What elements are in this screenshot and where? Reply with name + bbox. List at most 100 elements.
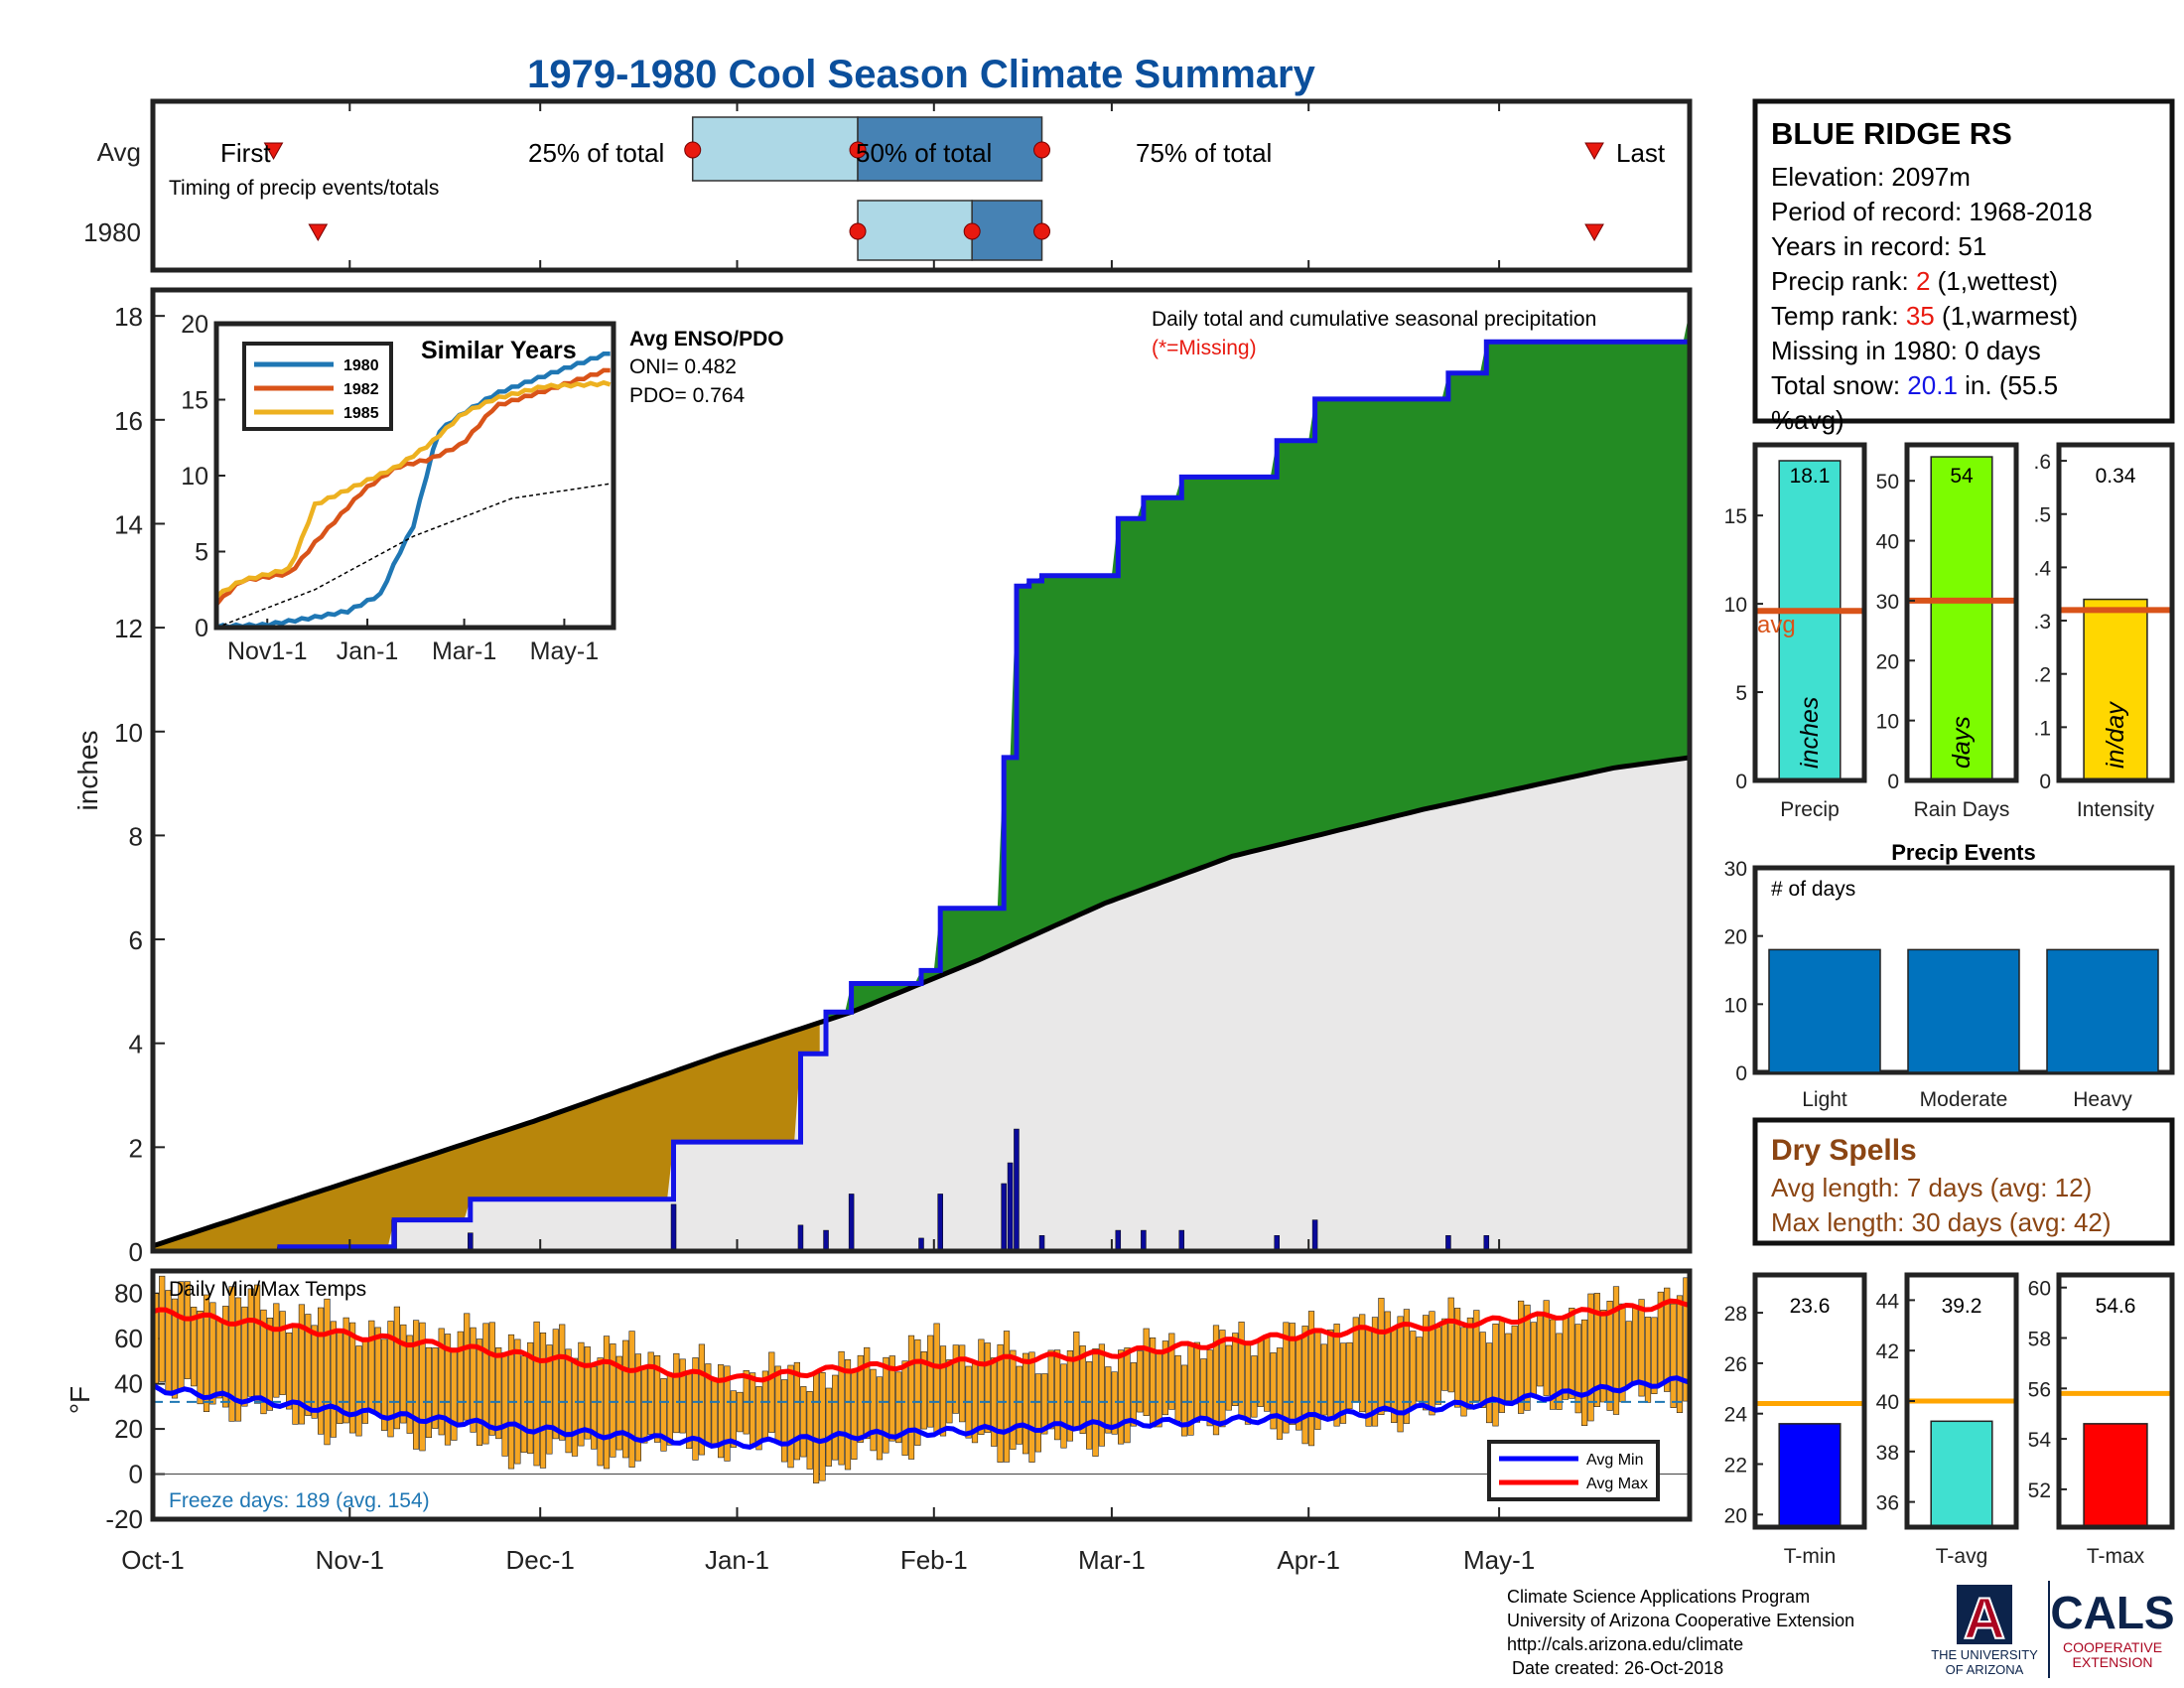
daily-temp-bar (1562, 1315, 1569, 1400)
precip-ytick-label: 6 (129, 925, 143, 955)
daily-temp-bar (1054, 1349, 1061, 1441)
timing-panel: Avg 1980 Timing of precip events/totals … (83, 98, 1693, 273)
daily-temp-bar (571, 1357, 579, 1457)
daily-temp-bar (197, 1311, 204, 1405)
daily-temp-bar (883, 1356, 889, 1454)
daily-temp-bar (876, 1376, 884, 1461)
precip-events-ytick-label: 30 (1724, 858, 1747, 881)
daily-temp-bar (1086, 1361, 1093, 1450)
dry-spells-box: Dry Spells Avg length: 7 days (avg: 12) … (1752, 1117, 2175, 1246)
small-panel-value-label: 23.6 (1790, 1295, 1831, 1318)
precip-rank-suffix: (1,wettest) (1930, 266, 2058, 296)
ua-logo-block (1957, 1585, 2012, 1644)
precip-ytick-label: 10 (114, 718, 143, 748)
timing-row-label-avg: Avg (97, 137, 141, 167)
avg-max-temp-line (152, 1298, 1691, 1383)
daily-temp-bar (1283, 1322, 1290, 1434)
timing-last-label: Last (1616, 138, 1666, 168)
daily-temp-bar (1505, 1333, 1512, 1401)
precip-ytick-label: 12 (114, 614, 143, 643)
station-name: BLUE RIDGE RS (1771, 116, 2012, 151)
footer-line-2: University of Arizona Cooperative Extens… (1507, 1611, 1854, 1630)
daily-temp-bar (1034, 1373, 1041, 1453)
daily-temp-bar (292, 1324, 299, 1425)
temp-ytick-label: 0 (129, 1460, 143, 1489)
station-years: Years in record: 51 (1771, 231, 1986, 261)
daily-temp-bar (1403, 1309, 1410, 1424)
legend-label-1985: 1985 (343, 405, 379, 422)
small-panel-value-label: 54 (1950, 465, 1974, 488)
daily-temp-bar (647, 1351, 654, 1435)
daily-temp-bar (1047, 1349, 1054, 1430)
y1980-q75-marker (1033, 222, 1051, 240)
daily-temp-bar (1301, 1326, 1308, 1445)
daily-temp-bar (1137, 1350, 1144, 1413)
daily-temp-bar (527, 1341, 534, 1455)
daily-temp-bar (482, 1323, 489, 1445)
small-panel-ytick-label: 58 (2028, 1329, 2051, 1351)
daily-temp-bar (1174, 1354, 1181, 1422)
daily-temp-bar (717, 1364, 725, 1459)
legend-label-1980: 1980 (343, 357, 379, 374)
daily-temp-bar (1105, 1366, 1112, 1434)
daily-temp-bar (730, 1390, 737, 1448)
daily-temp-bar (1460, 1327, 1467, 1417)
daily-temp-bar (1359, 1314, 1366, 1413)
daily-temp-bar (1651, 1317, 1658, 1395)
daily-temp-bar (749, 1372, 756, 1447)
daily-temp-bar (768, 1351, 775, 1433)
legend-label-1982: 1982 (343, 381, 379, 398)
daily-temp-bar (610, 1343, 616, 1458)
timing-caption: Timing of precip events/totals (169, 177, 439, 200)
daily-temp-bar (660, 1378, 667, 1452)
daily-temp-bar (819, 1372, 826, 1481)
daily-temp-bar (755, 1386, 762, 1451)
precip-events-ytick-label: 10 (1724, 994, 1747, 1017)
daily-temp-bar (939, 1345, 947, 1437)
avg-q25-marker (684, 141, 702, 159)
daily-temp-bar (457, 1331, 464, 1426)
station-missing: Missing in 1980: 0 days (1771, 336, 2041, 365)
daily-temp-bar (1320, 1343, 1327, 1416)
daily-temp-bar (628, 1331, 635, 1468)
dry-spells-avg: Avg length: 7 days (avg: 12) (1771, 1173, 2092, 1202)
ua-logo-letter: A (1964, 1587, 2005, 1651)
small-panel-category-label: T-min (1784, 1545, 1837, 1568)
small-panel-category-label: Precip (1780, 798, 1840, 821)
station-elevation: Elevation: 2097m (1771, 162, 1971, 192)
daily-temp-bar (488, 1322, 495, 1436)
small-panel-ytick-label: 38 (1876, 1442, 1899, 1465)
small-panel-ytick-label: .4 (2033, 557, 2051, 580)
daily-precip-bar (1178, 1229, 1185, 1252)
daily-temp-bar (1060, 1363, 1067, 1449)
daily-temp-bar (1593, 1293, 1600, 1408)
month-tick-label: Jan-1 (705, 1545, 769, 1575)
daily-temp-bar (1486, 1342, 1493, 1424)
daily-temp-bar (1143, 1328, 1150, 1416)
daily-temp-bar (1212, 1325, 1220, 1436)
dry-spells-max: Max length: 30 days (avg: 42) (1771, 1207, 2112, 1237)
daily-temp-bar (1124, 1347, 1131, 1444)
daily-temp-bar (1028, 1351, 1035, 1463)
daily-temp-bar (1244, 1341, 1252, 1425)
daily-precip-bar (468, 1232, 474, 1252)
daily-temp-bar (698, 1343, 705, 1456)
small-panel-category-label: T-max (2087, 1545, 2145, 1568)
precip-rank-value: 2 (1916, 266, 1930, 296)
daily-temp-bar (1092, 1348, 1099, 1457)
daily-temp-bar (1016, 1365, 1023, 1445)
daily-temp-bar (165, 1290, 172, 1394)
small-panel-bar-t-min (1778, 1423, 1842, 1528)
small-panel-bar-t-avg (1930, 1420, 1993, 1528)
station-precip-rank: Precip rank: 2 (1,wettest) (1771, 266, 2058, 296)
avg-q50-marker (849, 141, 867, 159)
daily-temp-bar (1644, 1317, 1652, 1403)
precip-events-ylabel: # of days (1771, 878, 1855, 901)
month-tick-label: Dec-1 (506, 1545, 575, 1575)
precip-events-bar-heavy (2046, 948, 2159, 1073)
daily-temp-bar (1168, 1333, 1175, 1410)
small-panel-value-label: 0.34 (2096, 465, 2136, 488)
temp-chart-frame (150, 1268, 1693, 1522)
daily-temp-bar (191, 1307, 198, 1387)
